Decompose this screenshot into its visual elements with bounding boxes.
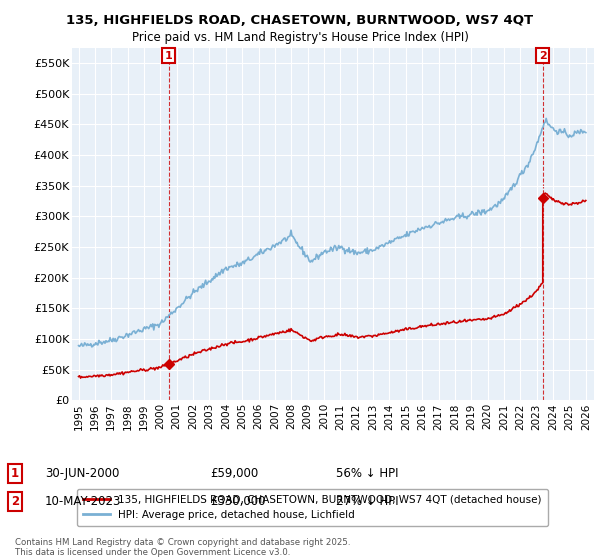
Text: 10-MAY-2023: 10-MAY-2023 xyxy=(45,494,121,508)
Text: £59,000: £59,000 xyxy=(210,466,258,480)
Text: 30-JUN-2000: 30-JUN-2000 xyxy=(45,466,119,480)
Text: Price paid vs. HM Land Registry's House Price Index (HPI): Price paid vs. HM Land Registry's House … xyxy=(131,31,469,44)
Text: £330,000: £330,000 xyxy=(210,494,265,508)
Text: 56% ↓ HPI: 56% ↓ HPI xyxy=(336,466,398,480)
Legend: 135, HIGHFIELDS ROAD, CHASETOWN, BURNTWOOD, WS7 4QT (detached house), HPI: Avera: 135, HIGHFIELDS ROAD, CHASETOWN, BURNTWO… xyxy=(77,488,548,526)
Text: 27% ↓ HPI: 27% ↓ HPI xyxy=(336,494,398,508)
Text: 135, HIGHFIELDS ROAD, CHASETOWN, BURNTWOOD, WS7 4QT: 135, HIGHFIELDS ROAD, CHASETOWN, BURNTWO… xyxy=(67,14,533,27)
Text: Contains HM Land Registry data © Crown copyright and database right 2025.
This d: Contains HM Land Registry data © Crown c… xyxy=(15,538,350,557)
Text: 2: 2 xyxy=(539,50,547,60)
Text: 1: 1 xyxy=(164,50,172,60)
Text: 1: 1 xyxy=(11,466,19,480)
Text: 2: 2 xyxy=(11,494,19,508)
